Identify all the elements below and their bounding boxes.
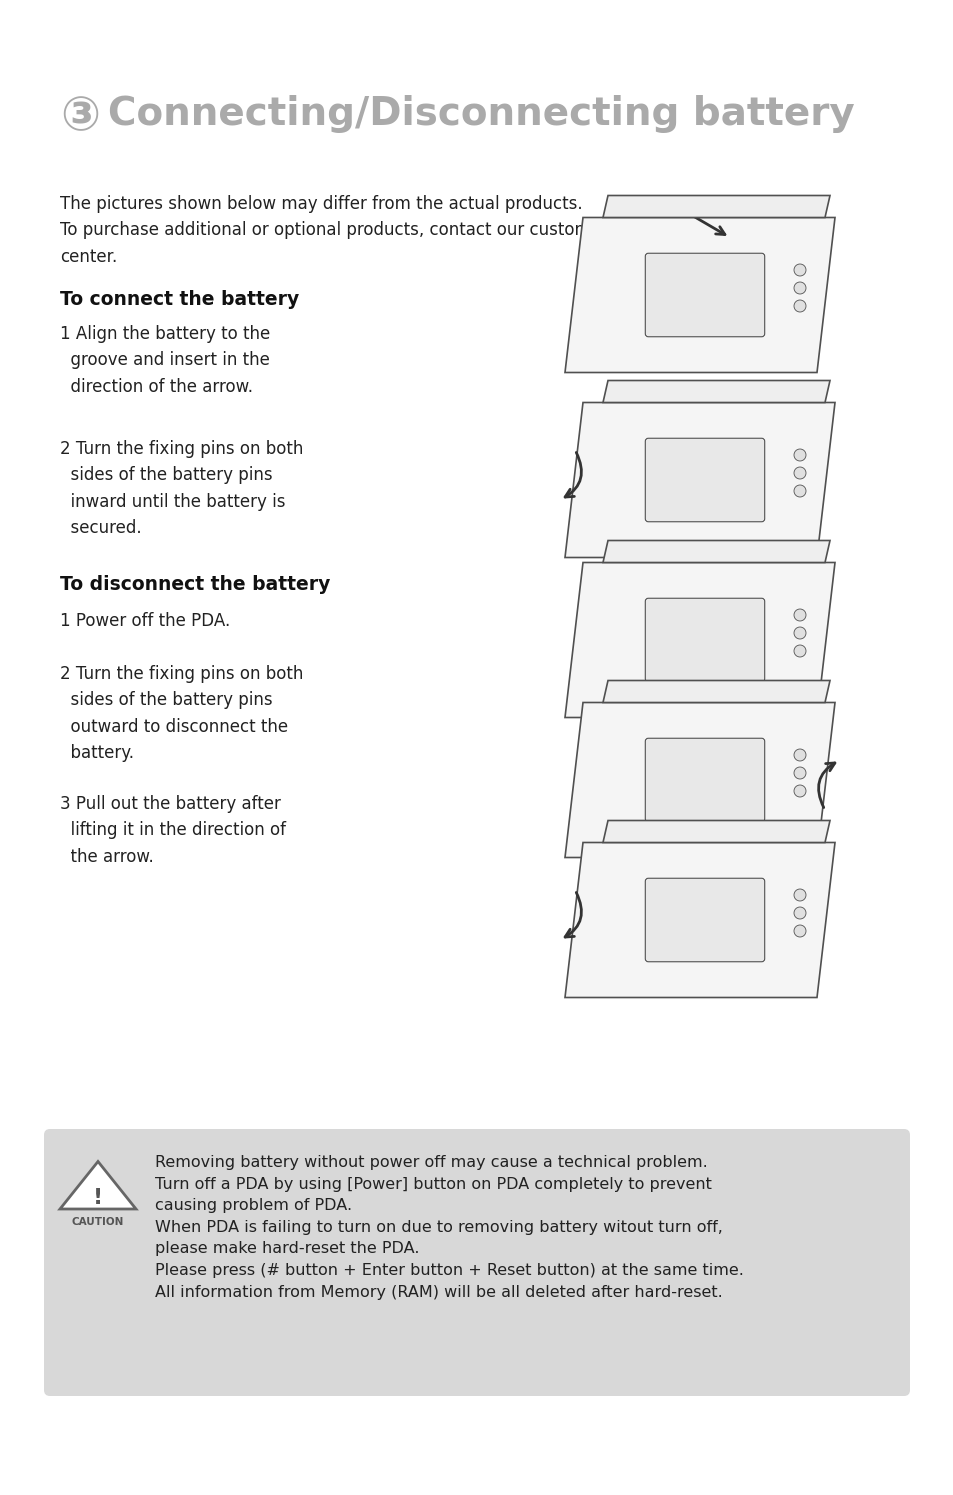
Polygon shape bbox=[602, 680, 829, 703]
Polygon shape bbox=[564, 562, 834, 718]
Circle shape bbox=[793, 484, 805, 496]
Circle shape bbox=[793, 749, 805, 761]
Text: The pictures shown below may differ from the actual products.
To purchase additi: The pictures shown below may differ from… bbox=[60, 194, 607, 266]
Circle shape bbox=[793, 265, 805, 277]
Text: CAUTION: CAUTION bbox=[71, 1217, 124, 1226]
Text: 3 Pull out the battery after
  lifting it in the direction of
  the arrow.: 3 Pull out the battery after lifting it … bbox=[60, 795, 286, 866]
Text: 2 Turn the fixing pins on both
  sides of the battery pins
  outward to disconne: 2 Turn the fixing pins on both sides of … bbox=[60, 665, 303, 762]
Circle shape bbox=[793, 466, 805, 478]
FancyBboxPatch shape bbox=[644, 438, 764, 522]
FancyBboxPatch shape bbox=[644, 253, 764, 336]
FancyBboxPatch shape bbox=[44, 1129, 909, 1396]
Polygon shape bbox=[602, 821, 829, 843]
Text: 1 Align the battery to the
  groove and insert in the
  direction of the arrow.: 1 Align the battery to the groove and in… bbox=[60, 324, 270, 396]
Text: 2 Turn the fixing pins on both
  sides of the battery pins
  inward until the ba: 2 Turn the fixing pins on both sides of … bbox=[60, 440, 303, 537]
Circle shape bbox=[793, 448, 805, 460]
Circle shape bbox=[793, 300, 805, 312]
Text: To connect the battery: To connect the battery bbox=[60, 290, 299, 309]
Circle shape bbox=[793, 626, 805, 638]
Polygon shape bbox=[564, 843, 834, 997]
Polygon shape bbox=[60, 1162, 136, 1209]
Text: 1 Power off the PDA.: 1 Power off the PDA. bbox=[60, 611, 230, 629]
Text: !: ! bbox=[92, 1189, 103, 1208]
Circle shape bbox=[793, 785, 805, 797]
Circle shape bbox=[793, 890, 805, 901]
Polygon shape bbox=[602, 196, 829, 217]
Circle shape bbox=[793, 907, 805, 919]
Text: Removing battery without power off may cause a technical problem.
Turn off a PDA: Removing battery without power off may c… bbox=[154, 1156, 743, 1299]
Text: Connecting/Disconnecting battery: Connecting/Disconnecting battery bbox=[108, 96, 854, 133]
Text: ③: ③ bbox=[60, 96, 100, 141]
Polygon shape bbox=[564, 703, 834, 858]
Polygon shape bbox=[602, 541, 829, 562]
Polygon shape bbox=[564, 402, 834, 558]
Polygon shape bbox=[564, 217, 834, 372]
Circle shape bbox=[793, 644, 805, 656]
Polygon shape bbox=[602, 381, 829, 402]
FancyBboxPatch shape bbox=[644, 878, 764, 961]
Circle shape bbox=[793, 925, 805, 937]
FancyBboxPatch shape bbox=[644, 598, 764, 682]
Circle shape bbox=[793, 608, 805, 620]
Text: To disconnect the battery: To disconnect the battery bbox=[60, 576, 330, 594]
Circle shape bbox=[793, 283, 805, 295]
FancyBboxPatch shape bbox=[644, 739, 764, 822]
Circle shape bbox=[793, 767, 805, 779]
